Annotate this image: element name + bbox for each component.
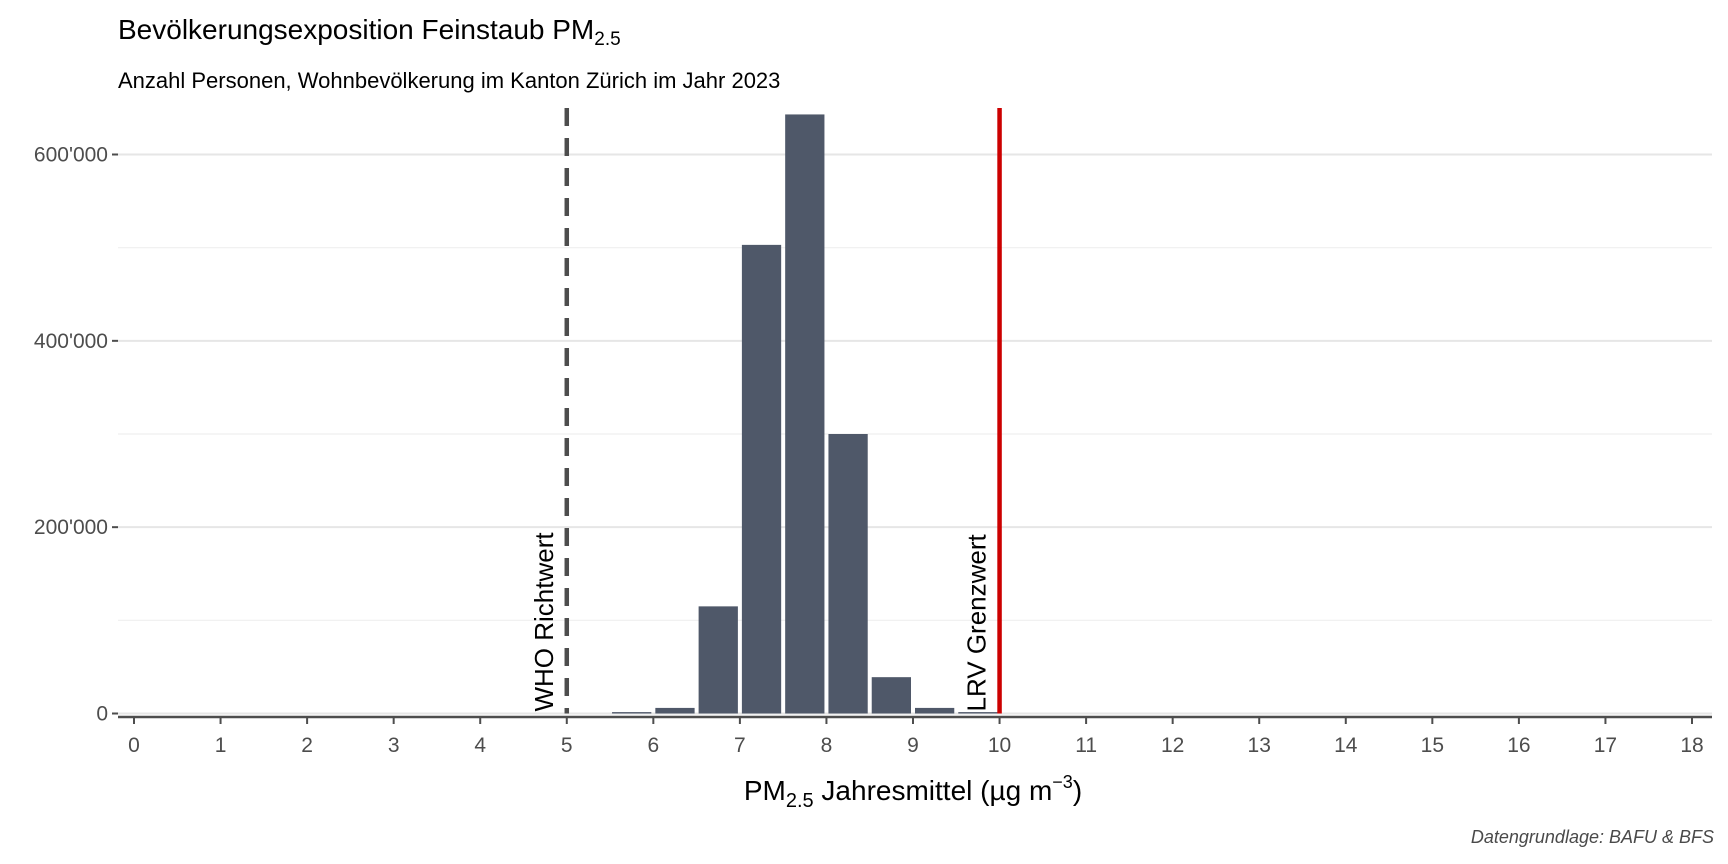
histogram-bar	[958, 712, 998, 714]
histogram-bar	[785, 114, 825, 714]
histogram-bar	[828, 434, 868, 714]
x-tick-label: 5	[561, 734, 573, 757]
x-tick-label: 13	[1248, 734, 1271, 757]
x-tick-label: 1	[215, 734, 227, 757]
histogram-bar	[741, 244, 782, 714]
x-tick-label: 7	[734, 734, 746, 757]
x-axis-label: PM2.5 Jahresmittel (µg m−3)	[744, 772, 1082, 812]
histogram-bar	[871, 677, 911, 714]
reference-lines: WHO Richtwert LRV Grenzwert	[529, 108, 1002, 714]
x-tick-label: 14	[1334, 734, 1358, 757]
y-tick-label: 400'000	[34, 330, 108, 353]
chart-subtitle: Anzahl Personen, Wohnbevölkerung im Kant…	[118, 68, 781, 93]
x-tick-label: 0	[128, 734, 140, 757]
x-tick-label: 12	[1161, 734, 1184, 757]
x-tick-label: 16	[1507, 734, 1530, 757]
y-tick-label: 600'000	[34, 144, 108, 167]
histogram-bar	[915, 707, 955, 714]
x-tick-label: 9	[907, 734, 919, 757]
data-source-caption: Datengrundlage: BAFU & BFS	[1470, 827, 1714, 847]
x-tick-label: 6	[647, 734, 659, 757]
grid-lines	[118, 153, 1712, 715]
chart-title: Bevölkerungsexposition Feinstaub PM2.5	[118, 14, 621, 50]
y-tick-label: 200'000	[34, 516, 108, 539]
x-tick-label: 10	[988, 734, 1011, 757]
chart-title-subscript: 2.5	[594, 29, 621, 50]
y-tick-label: 0	[96, 703, 108, 726]
histogram-bar	[612, 712, 652, 714]
bars	[612, 114, 998, 714]
x-tick-label: 11	[1075, 734, 1097, 757]
x-tick-label: 4	[474, 734, 486, 757]
histogram-bar	[698, 606, 738, 714]
x-tick-label: 2	[301, 734, 313, 757]
x-tick-label: 3	[388, 734, 400, 757]
who-guideline-label: WHO Richtwert	[529, 532, 559, 712]
x-tick-label: 18	[1680, 734, 1703, 757]
x-tick-label: 15	[1421, 734, 1444, 757]
histogram-bar	[655, 707, 695, 714]
x-tick-label: 8	[821, 734, 833, 757]
x-tick-label: 17	[1594, 734, 1617, 757]
lrv-limit-label: LRV Grenzwert	[962, 533, 992, 711]
